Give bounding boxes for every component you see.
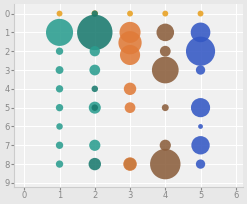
Point (199, 125, 203, 128)
Point (163, 68, 167, 72)
Point (93, 68, 97, 72)
Point (128, 106, 132, 109)
Point (93, 144, 97, 147)
Point (163, 12, 167, 15)
Point (163, 162, 167, 166)
Point (93, 162, 97, 166)
Point (58, 125, 62, 128)
Point (163, 144, 167, 147)
Point (128, 31, 132, 34)
Point (58, 162, 62, 166)
Point (58, 68, 62, 72)
Point (58, 87, 62, 90)
Point (128, 87, 132, 90)
Point (93, 50, 97, 53)
Point (93, 31, 97, 34)
Point (163, 50, 167, 53)
Point (93, 12, 97, 15)
Point (199, 144, 203, 147)
Point (199, 106, 203, 109)
Point (93, 87, 97, 90)
Point (128, 162, 132, 166)
Point (93, 12, 97, 15)
Point (58, 106, 62, 109)
Point (163, 106, 167, 109)
Point (199, 50, 203, 53)
Point (199, 68, 203, 72)
Point (199, 162, 203, 166)
Point (128, 162, 132, 166)
Point (199, 12, 203, 15)
Point (58, 50, 62, 53)
Point (58, 12, 62, 15)
Point (199, 31, 203, 34)
Point (163, 31, 167, 34)
Point (128, 12, 132, 15)
Point (93, 106, 97, 109)
Point (58, 31, 62, 34)
Point (128, 53, 132, 57)
Point (128, 41, 132, 44)
Point (58, 144, 62, 147)
Point (93, 106, 97, 109)
